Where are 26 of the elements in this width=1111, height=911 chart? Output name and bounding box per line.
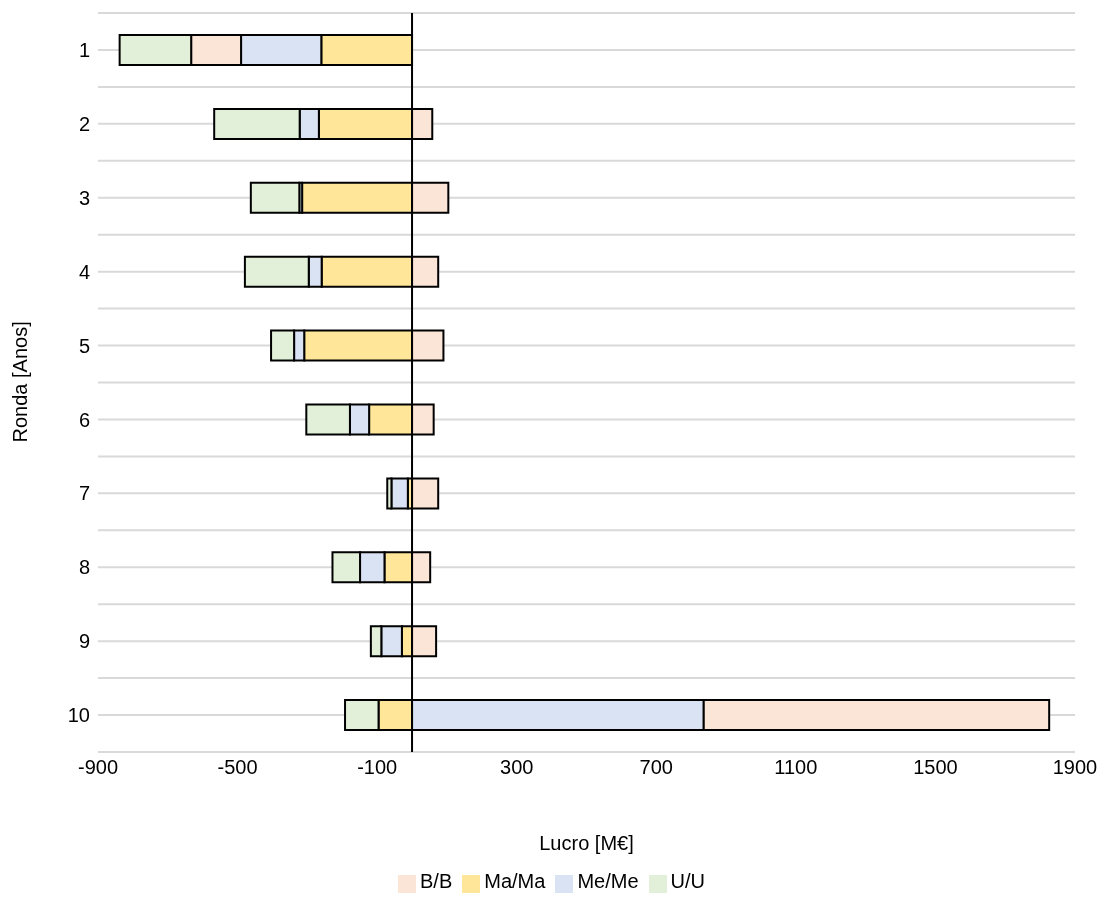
x-tick-label: 1100 <box>774 756 818 779</box>
y-tick-label: 6 <box>78 408 90 431</box>
y-tick-label: 2 <box>78 112 90 135</box>
y-tick-label: 9 <box>78 630 90 653</box>
y-tick-label: 5 <box>78 334 90 357</box>
y-tick-label: 3 <box>78 186 90 209</box>
x-tick-label: -100 <box>357 756 398 779</box>
x-axis-title: Lucro [M€] <box>539 832 634 854</box>
x-tick-label: 700 <box>639 756 673 779</box>
y-tick-label: 8 <box>78 556 90 579</box>
legend-label: U/U <box>670 870 705 892</box>
x-tick-label: -500 <box>217 756 258 779</box>
y-tick-label: 1 <box>78 39 90 62</box>
y-axis-title: Ronda [Anos] <box>9 321 32 443</box>
y-tick-label: 10 <box>67 704 90 727</box>
legend-label: Ma/Ma <box>484 870 546 892</box>
x-tick-label: -900 <box>77 756 119 779</box>
legend-label: Me/Me <box>577 870 639 892</box>
x-tick-label: 1500 <box>913 756 958 779</box>
y-tick-label: 4 <box>78 260 90 283</box>
x-tick-label: 1900 <box>1052 756 1098 779</box>
y-tick-label: 7 <box>78 482 90 505</box>
x-tick-label: 300 <box>500 756 534 779</box>
bar <box>249 181 301 214</box>
legend-label: B/B <box>420 870 453 892</box>
bar <box>390 477 409 510</box>
